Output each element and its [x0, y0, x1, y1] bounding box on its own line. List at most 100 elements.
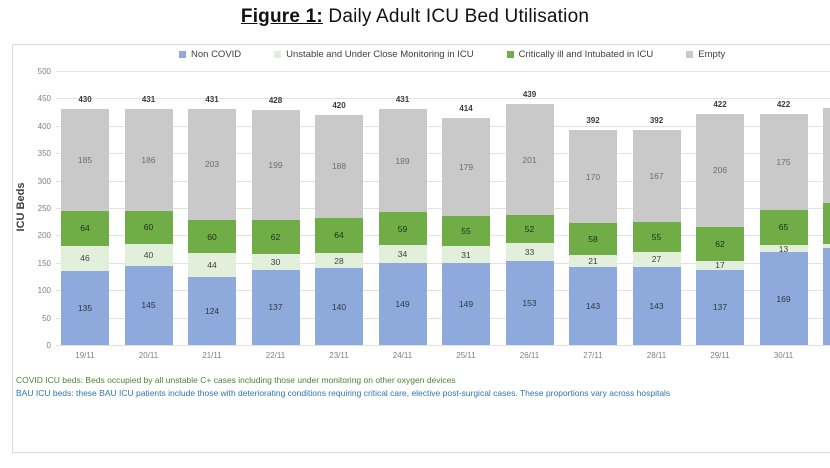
stacked-bar: 167 55 27 143 [632, 130, 681, 345]
stacked-bar: 185 64 46 135 [61, 109, 109, 345]
bar-segment: 44 [188, 252, 236, 278]
x-axis-tick-label: 28/11 [646, 351, 667, 360]
stacked-bar: 170 58 21 143 [569, 130, 617, 345]
bar-segment: 170 [569, 130, 617, 224]
bar-segment: 124 [188, 277, 236, 345]
y-axis-tick-label: 200 [37, 231, 51, 241]
bar-segment-value: 21 [588, 255, 598, 266]
bar-segment-value: 62 [715, 238, 725, 249]
gridline [56, 345, 830, 346]
stacked-bar: 203 60 44 124 [188, 108, 236, 345]
figure-title: Figure 1: Daily Adult ICU Bed Utilisatio… [0, 6, 830, 28]
stacked-bar: 189 59 34 149 [378, 108, 427, 345]
y-axis-tick-label: 0 [46, 341, 51, 350]
x-axis-tick-label: 26/11 [519, 351, 540, 360]
legend-swatch-icon [274, 51, 282, 58]
bar-segment: 167 [632, 130, 681, 222]
bar-segment-value: 60 [143, 222, 154, 233]
bar-segment: 46 [61, 245, 109, 272]
bar-segment: 145 [124, 265, 173, 345]
bar-segment-value: 179 [458, 162, 474, 173]
footnote-covid-icu-beds: COVID ICU beds: Beds occupied by all uns… [16, 375, 456, 385]
plot-area: 185 64 46 135 430 186 60 40 145 431 203 60 44 124 431 1… [56, 71, 830, 346]
bar-segment: 188 [315, 114, 363, 218]
bar-segment: 34 [378, 244, 427, 264]
bar-segment: 33 [505, 243, 554, 262]
bar-segment: 55 [442, 216, 490, 247]
legend-label: Critically ill and Intubated in ICU [518, 49, 654, 60]
stacked-bar: 199 62 30 137 [251, 110, 300, 345]
bar-segment: 149 [378, 263, 427, 345]
bar-segment-value: 140 [331, 301, 347, 312]
bar-segment: 64 [315, 217, 363, 253]
bar-segment: 60 [188, 220, 236, 253]
bar-total-label: 431 [205, 94, 219, 104]
bar-segment-value: 135 [77, 303, 93, 314]
bar-total-label: 431 [395, 94, 410, 104]
bar-segment-value: 188 [331, 161, 347, 172]
bar-segment-value: 149 [458, 299, 474, 310]
stacked-bar: 201 52 33 153 [505, 104, 554, 345]
bar-segment: 58 [569, 223, 617, 256]
bar-segment: 189 [378, 108, 427, 213]
bar-segment: 143 [569, 266, 617, 345]
bar-segment-value: 186 [141, 154, 156, 165]
bar-segment-value: 201 [522, 154, 537, 165]
bar-segment-value: 17 [715, 260, 725, 271]
bar-segment-value: 199 [268, 160, 283, 170]
legend-item-empty: Empty [686, 49, 725, 60]
bar-segment-value: 27 [651, 254, 662, 265]
stacked-bar: 206 62 17 137 [696, 113, 744, 345]
legend-label: Empty [698, 49, 726, 60]
icu-bed-chart: Non COVID Unstable and Under Close Monito… [12, 44, 830, 453]
bar-segment: 62 [696, 226, 744, 261]
figure-title-text: Daily Adult ICU Bed Utilisation [322, 6, 590, 27]
bar-segment: 13 [759, 243, 808, 254]
bar-segment: 52 [505, 214, 554, 244]
x-axis-tick-label: 20/11 [138, 351, 159, 360]
bar-segment: 62 [251, 219, 300, 254]
y-axis-tick-label: 500 [37, 67, 51, 76]
bar-segment-value: 189 [395, 155, 410, 166]
bar-segment-value: 167 [649, 170, 664, 181]
bar-segment [823, 243, 830, 249]
bar-segment-value: 55 [461, 226, 471, 237]
x-axis-tick-label: 19/11 [75, 351, 95, 360]
bar-segment: 28 [315, 252, 363, 269]
chart-legend: Non COVID Unstable and Under Close Monito… [179, 49, 725, 60]
bar-segment: 55 [632, 221, 681, 252]
bar-segment-value: 40 [143, 249, 154, 260]
bar-segment: 199 [251, 110, 300, 220]
footnote-bau-icu-beds: BAU ICU beds: these BAU ICU patients inc… [16, 388, 671, 398]
x-axis-tick-label: 21/11 [202, 351, 222, 360]
bar-segment: 185 [61, 109, 109, 211]
bar-segment-value: 143 [649, 300, 664, 311]
bar-segment-value: 185 [77, 155, 93, 166]
stacked-bar: 186 60 40 145 [124, 108, 173, 345]
y-axis-tick-label: 350 [37, 149, 51, 159]
bar-total-label: 439 [522, 90, 537, 100]
bar-segment-value: 60 [207, 231, 217, 242]
bar-segment-value: 34 [397, 249, 408, 260]
x-axis-tick-label: 25/11 [456, 351, 476, 360]
bar-segment-value: 62 [270, 231, 281, 242]
bar-segment-value: 206 [712, 165, 728, 176]
stacked-bar [823, 108, 830, 345]
legend-item-critically-ill-and-intubated-in-icu: Critically ill and Intubated in ICU [506, 49, 654, 60]
y-axis-tick-label: 300 [37, 176, 51, 186]
bar-segment-value: 46 [80, 253, 90, 264]
bar-segment: 135 [61, 271, 109, 345]
legend-item-non-covid: Non COVID [179, 49, 241, 60]
bar-segment: 149 [442, 263, 490, 345]
bar-segment: 40 [124, 243, 173, 266]
bar-segment: 186 [124, 108, 173, 211]
bar-segment: 206 [696, 113, 744, 227]
stacked-bar: 179 55 31 149 [442, 118, 490, 345]
bar-segment-value: 175 [776, 156, 791, 167]
bar-total-label: 422 [776, 99, 791, 109]
bar-total-label: 392 [586, 116, 600, 126]
bar-total-label: 431 [141, 94, 156, 104]
bar-segment-value: 31 [461, 249, 471, 260]
bar-segment-value: 13 [778, 243, 789, 254]
bar-segment: 65 [759, 209, 808, 246]
